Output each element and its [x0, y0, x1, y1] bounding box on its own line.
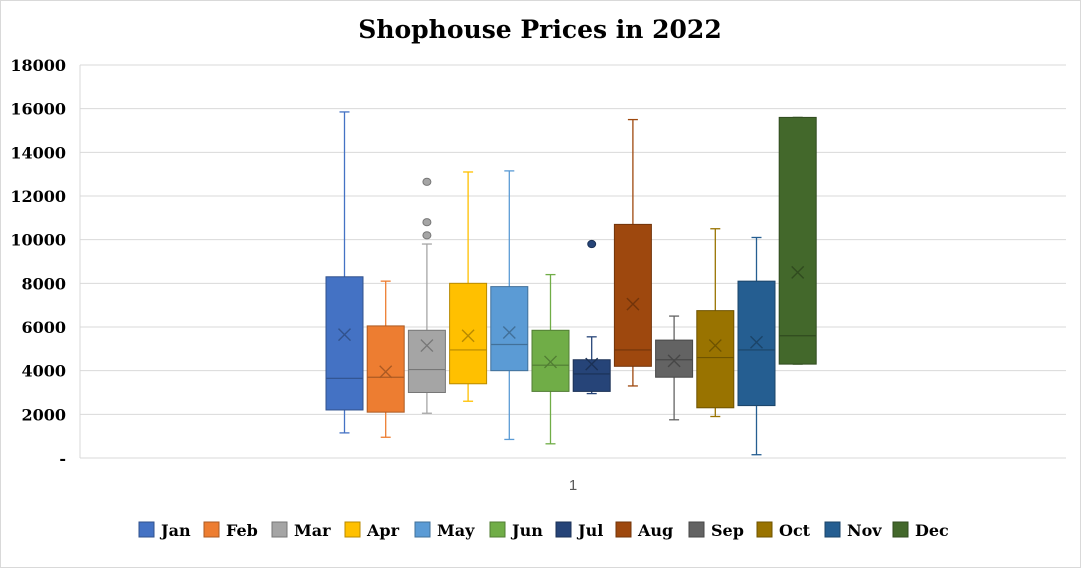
y-tick-label: 12000 [10, 187, 66, 206]
box-feb [366, 280, 405, 438]
mean-marker [708, 339, 722, 353]
box-iqr [366, 325, 405, 413]
legend-item-jan: Jan [138, 521, 191, 540]
legend-swatch [688, 521, 705, 538]
y-axis-ticks: - 2000 4000 6000 8000 10000 12000 14000 16000 180… [10, 56, 66, 468]
y-tick-label: 6000 [21, 318, 66, 337]
box-iqr [407, 329, 446, 393]
mean-marker [379, 365, 393, 379]
legend-item-dec: Dec [892, 521, 949, 540]
legend-swatch [615, 521, 632, 538]
legend-item-nov: Nov [824, 521, 882, 540]
y-tick-label: 2000 [21, 405, 66, 424]
box-dec [778, 116, 817, 365]
y-tick-label: 4000 [21, 362, 66, 381]
legend-label: Jan [159, 521, 191, 540]
y-tick-label: 10000 [10, 231, 66, 250]
legend-item-mar: Mar [271, 521, 331, 540]
box-sep [655, 315, 694, 421]
y-tick-label: 8000 [21, 274, 66, 293]
x-axis-ticks: 1 [569, 477, 577, 494]
legend-label: Sep [711, 521, 744, 540]
legend-swatch [414, 521, 431, 538]
legend-item-apr: Apr [344, 521, 400, 540]
mean-marker [461, 329, 475, 343]
box-iqr [778, 116, 817, 365]
mean-marker [420, 339, 434, 353]
grid-lines [79, 64, 1066, 459]
legend-label: Jul [576, 521, 603, 540]
y-tick-label: 18000 [10, 56, 66, 75]
legend: Jan Feb Mar Apr May Jun Jul Aug Sep Oct Nov Dec [138, 521, 949, 540]
legend-label: Feb [226, 521, 258, 540]
outlier-point [587, 239, 597, 249]
box-iqr [325, 276, 364, 411]
outlier-point [422, 231, 432, 240]
y-tick-label: 16000 [10, 100, 66, 119]
box-iqr [531, 329, 570, 392]
box-iqr [490, 286, 529, 372]
outlier-point [422, 177, 432, 186]
box-jan [325, 111, 364, 434]
y-tick-label: 14000 [10, 143, 66, 162]
box-iqr [449, 282, 488, 385]
legend-label: May [437, 521, 475, 540]
mean-marker [502, 325, 516, 339]
legend-swatch [892, 521, 909, 538]
y-tick-label: - [59, 449, 66, 468]
box-jun [531, 273, 570, 445]
box-iqr [737, 280, 776, 407]
box-series [325, 111, 817, 456]
box-nov [737, 236, 776, 456]
legend-swatch [555, 521, 572, 538]
box-aug [613, 118, 652, 387]
legend-label: Oct [779, 521, 811, 540]
legend-label: Jun [510, 521, 543, 540]
legend-swatch [824, 521, 841, 538]
legend-swatch [203, 521, 220, 538]
legend-label: Dec [915, 521, 949, 540]
box-iqr [613, 223, 652, 367]
legend-item-may: May [414, 521, 475, 540]
legend-item-sep: Sep [688, 521, 744, 540]
legend-item-aug: Aug [615, 521, 673, 540]
mean-marker [585, 357, 599, 371]
box-apr [449, 171, 488, 402]
box-iqr [696, 310, 735, 409]
chart-title: Shophouse Prices in 2022 [358, 15, 721, 44]
box-iqr [655, 339, 694, 378]
mean-marker [791, 265, 805, 279]
box-oct [696, 228, 735, 418]
legend-label: Apr [366, 521, 400, 540]
x-tick-label: 1 [569, 477, 577, 494]
box-mar [407, 177, 446, 414]
legend-item-oct: Oct [756, 521, 811, 540]
legend-swatch [489, 521, 506, 538]
legend-swatch [138, 521, 155, 538]
box-jul [572, 239, 611, 395]
outlier-point [422, 218, 432, 227]
legend-swatch [756, 521, 773, 538]
legend-swatch [271, 521, 288, 538]
legend-label: Aug [637, 521, 673, 540]
legend-label: Nov [847, 521, 882, 540]
legend-item-jul: Jul [555, 521, 603, 540]
legend-label: Mar [294, 521, 331, 540]
box-may [490, 170, 529, 441]
legend-item-feb: Feb [203, 521, 258, 540]
mean-marker [338, 328, 351, 342]
mean-marker [544, 355, 557, 369]
mean-marker [667, 354, 681, 368]
mean-marker [626, 297, 640, 311]
legend-item-jun: Jun [489, 521, 543, 540]
mean-marker [750, 335, 763, 349]
legend-swatch [344, 521, 361, 538]
